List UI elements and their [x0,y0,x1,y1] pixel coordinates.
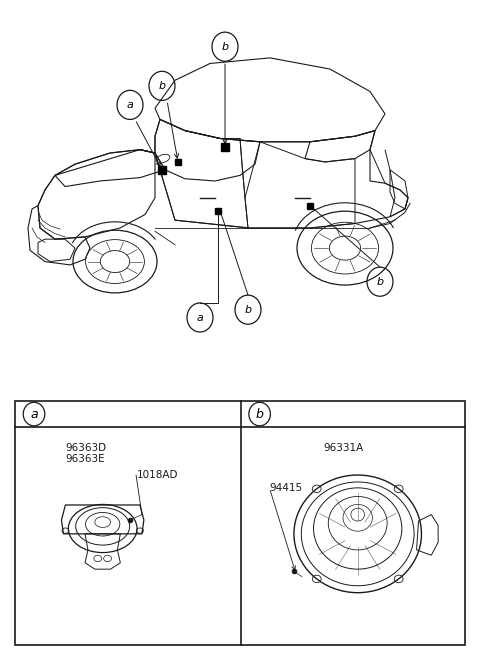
Text: b: b [244,304,252,315]
Text: a: a [30,407,38,420]
Text: 1018AD: 1018AD [137,470,179,480]
Text: 96363D: 96363D [65,443,107,453]
Text: b: b [256,407,264,420]
Text: a: a [197,312,204,323]
Text: b: b [158,81,166,91]
Text: 96363E: 96363E [65,454,105,464]
Text: 96331A: 96331A [324,443,364,453]
Text: b: b [376,277,384,287]
Text: 94415: 94415 [269,483,302,493]
Text: a: a [127,100,133,110]
Text: b: b [221,42,228,52]
